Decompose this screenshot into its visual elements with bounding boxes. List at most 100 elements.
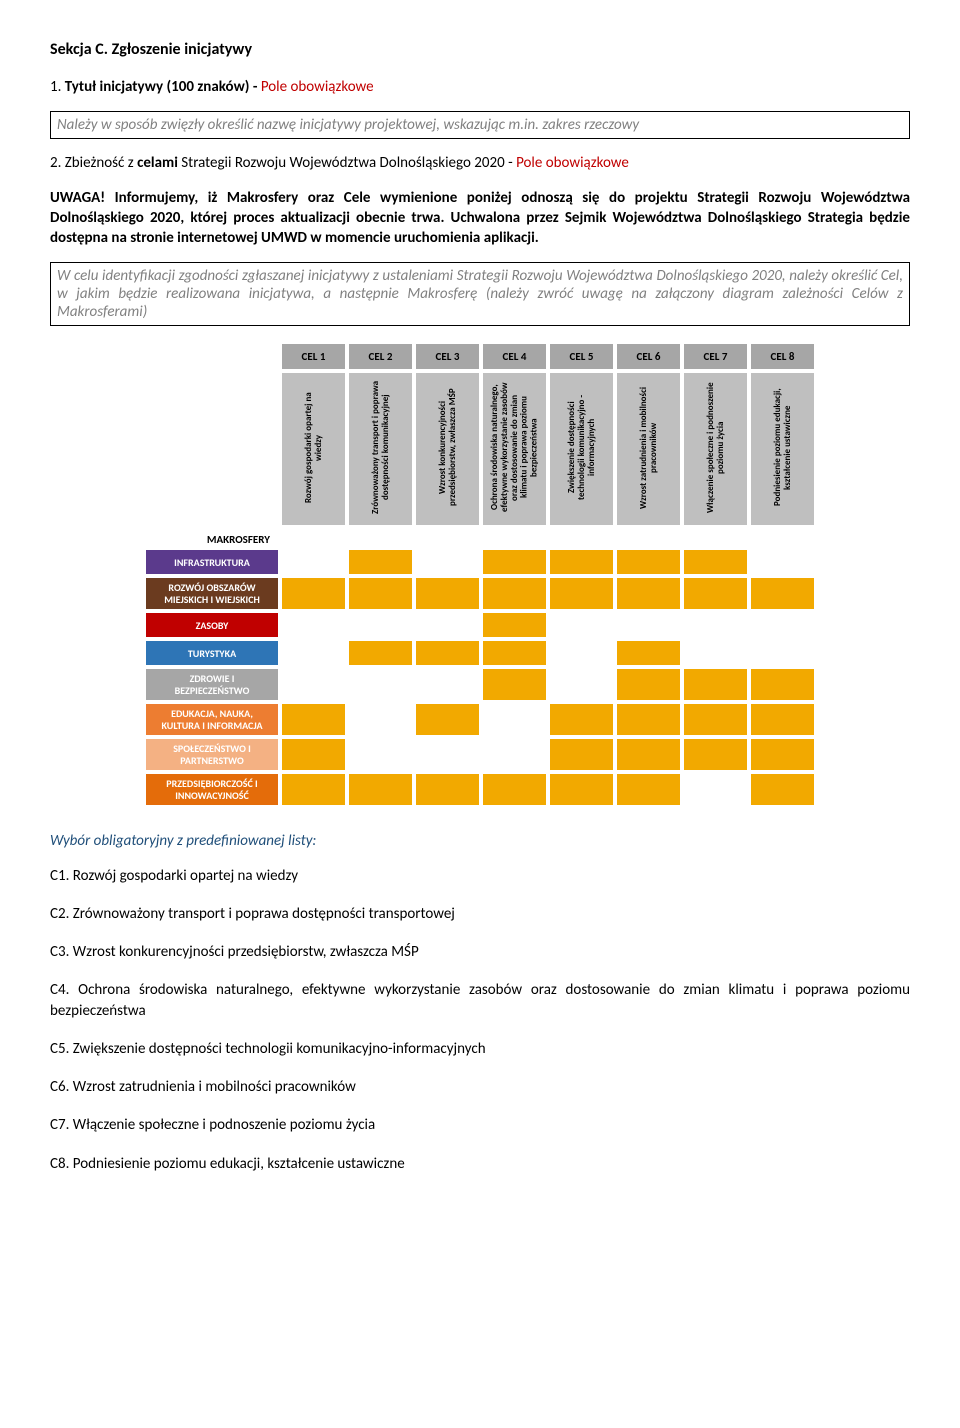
matrix-cell (282, 550, 345, 574)
cel-header: CEL 8 (751, 344, 814, 369)
matrix-cell (349, 613, 412, 637)
matrix-cell (349, 641, 412, 665)
matrix-cell (617, 613, 680, 637)
matrix-cell (483, 550, 546, 574)
matrix-cell (751, 669, 814, 700)
makrosfera-label: ZDROWIE I BEZPIECZEŃSTWO (146, 669, 278, 700)
matrix-cell (751, 613, 814, 637)
makrosfera-label: SPOŁECZEŃSTWO I PARTNERSTWO (146, 739, 278, 770)
cel-header: CEL 5 (550, 344, 613, 369)
item2-rest: Strategii Rozwoju Województwa Dolnośląsk… (178, 154, 516, 172)
matrix-cell (416, 550, 479, 574)
matrix-cell (282, 641, 345, 665)
matrix-cell (349, 578, 412, 609)
matrix-cell (617, 550, 680, 574)
matrix-cell (349, 704, 412, 735)
matrix-cell (483, 669, 546, 700)
choice-item: C8. Podniesienie poziomu edukacji, kszta… (50, 1154, 910, 1174)
matrix-cell (550, 641, 613, 665)
matrix-cell (416, 774, 479, 805)
matrix-cell (550, 704, 613, 735)
matrix-cell (617, 704, 680, 735)
matrix-cell (483, 613, 546, 637)
item1-line: 1. Tytuł inicjatywy (100 znaków) - Pole … (50, 77, 910, 97)
choice-heading: Wybór obligatoryjny z predefiniowanej li… (50, 831, 910, 851)
matrix-cell (684, 669, 747, 700)
matrix-cell (349, 669, 412, 700)
makrosfera-label: ZASOBY (146, 613, 278, 637)
item2-bold: celami (137, 154, 178, 172)
makrosfera-label: INFRASTRUKTURA (146, 550, 278, 574)
choice-item: C3. Wzrost konkurencyjności przedsiębior… (50, 942, 910, 962)
cel-description: Ochrona środowiska naturalnego, efektywn… (483, 373, 546, 525)
item2-line: 2. Zbieżność z celami Strategii Rozwoju … (50, 153, 910, 173)
hint-box-1-text: Należy w sposób zwięzły określić nazwę i… (57, 116, 639, 134)
matrix-cell (617, 578, 680, 609)
matrix-cell (617, 739, 680, 770)
makrosfera-label: PRZEDSIĘBIORCZOŚĆ I INNOWACYJNOŚĆ (146, 774, 278, 805)
item1-prefix: 1. (50, 78, 65, 96)
matrix-cell (684, 550, 747, 574)
matrix-cell (416, 669, 479, 700)
makrosfera-label: EDUKACJA, NAUKA, KULTURA I INFORMACJA (146, 704, 278, 735)
matrix-cell (416, 578, 479, 609)
matrix-cell (483, 641, 546, 665)
cel-description: Wzrost konkurencyjności przedsiębiorstw,… (416, 373, 479, 525)
matrix-cell (684, 578, 747, 609)
uwaga-label: UWAGA! (50, 189, 105, 207)
matrix-cell (282, 774, 345, 805)
cel-header: CEL 4 (483, 344, 546, 369)
matrix-cell (751, 641, 814, 665)
matrix-cell (684, 704, 747, 735)
matrix-cell (483, 739, 546, 770)
section-heading: Sekcja C. Zgłoszenie inicjatywy (50, 40, 910, 59)
cel-description: Włączenie społeczne i podnoszenie poziom… (684, 373, 747, 525)
uwaga-text: Informujemy, iż Makrosfery oraz Cele wym… (50, 189, 910, 248)
matrix-cell (751, 739, 814, 770)
matrix-cell (550, 774, 613, 805)
cel-description: Rozwój gospodarki opartej na wiedzy (282, 373, 345, 525)
matrix-cell (617, 669, 680, 700)
choice-item: C2. Zrównoważony transport i poprawa dos… (50, 904, 910, 924)
cel-header: CEL 6 (617, 344, 680, 369)
makrosfera-label: TURYSTYKA (146, 641, 278, 665)
matrix-cell (550, 550, 613, 574)
item1-bold: Tytuł inicjatywy (100 znaków) - (65, 78, 261, 96)
uwaga-paragraph: UWAGA! Informujemy, iż Makrosfery oraz C… (50, 188, 910, 249)
cel-description: Wzrost zatrudnienia i mobilności pracown… (617, 373, 680, 525)
matrix-cell (416, 613, 479, 637)
cel-header: CEL 7 (684, 344, 747, 369)
hint-box-1: Należy w sposób zwięzły określić nazwę i… (50, 111, 910, 139)
matrix-table: CEL 1CEL 2CEL 3CEL 4CEL 5CEL 6CEL 7CEL 8… (142, 340, 818, 809)
matrix-cell (349, 739, 412, 770)
cel-description: Zrównoważony transport i poprawa dostępn… (349, 373, 412, 525)
cel-header: CEL 2 (349, 344, 412, 369)
choice-item: C5. Zwiększenie dostępności technologii … (50, 1039, 910, 1059)
matrix-cell (550, 739, 613, 770)
choices-list: C1. Rozwój gospodarki opartej na wiedzyC… (50, 866, 910, 1174)
matrix-cell (282, 578, 345, 609)
matrix-cell (416, 704, 479, 735)
matrix-cell (617, 774, 680, 805)
item2-red: Pole obowiązkowe (516, 154, 629, 172)
matrix-cell (751, 704, 814, 735)
matrix-cell (282, 669, 345, 700)
matrix-cell (617, 641, 680, 665)
matrix-cell (751, 578, 814, 609)
matrix-cell (684, 613, 747, 637)
matrix-cell (684, 774, 747, 805)
matrix-cell (684, 739, 747, 770)
matrix-cell (282, 739, 345, 770)
hint-box-2: W celu identyfikacji zgodności zgłaszane… (50, 262, 910, 326)
matrix-cell (483, 578, 546, 609)
matrix-cell (550, 669, 613, 700)
matrix-cell (282, 704, 345, 735)
matrix-cell (684, 641, 747, 665)
choice-item: C4. Ochrona środowiska naturalnego, efek… (50, 980, 910, 1021)
matrix-cell (282, 613, 345, 637)
matrix-cell (751, 774, 814, 805)
matrix-cell (416, 739, 479, 770)
matrix-cell (550, 578, 613, 609)
matrix-diagram: CEL 1CEL 2CEL 3CEL 4CEL 5CEL 6CEL 7CEL 8… (50, 340, 910, 809)
choice-item: C7. Włączenie społeczne i podnoszenie po… (50, 1115, 910, 1135)
